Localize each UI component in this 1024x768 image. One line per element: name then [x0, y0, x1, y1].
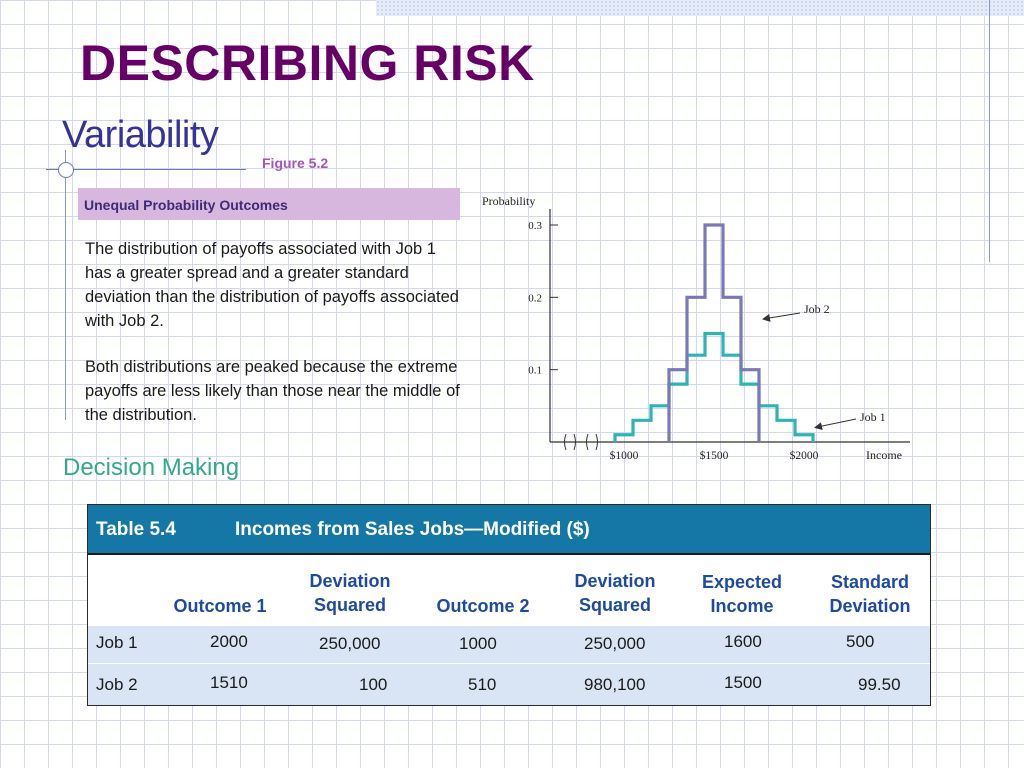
section-decision-making: Decision Making: [63, 454, 240, 481]
table-header-bar: Table 5.4 Incomes from Sales Jobs—Modifi…: [88, 505, 930, 553]
cell-job2-dev-sq-1: 100: [359, 675, 388, 694]
col-header-deviation-squared-2: Deviation Squared: [574, 571, 656, 615]
cell-job2-dev-sq-2: 980,100: [584, 675, 646, 694]
cell-job2-expected-income: 1500: [724, 673, 762, 692]
y-tick-label: 0.1: [528, 365, 542, 377]
x-tick-label: $2000: [790, 449, 819, 462]
series-line-job-1: [613, 331, 815, 442]
cell-job1-dev-sq-2: 250,000: [584, 634, 646, 653]
job-1-arrow: [814, 418, 857, 431]
subtitle-underline: [46, 169, 246, 170]
axis-break-icon: [564, 433, 598, 451]
row-separator: [88, 663, 930, 664]
x-tick-label: $1500: [700, 449, 729, 462]
cell-job1-expected-income: 1600: [724, 632, 762, 651]
slide-subtitle: Variability: [62, 114, 219, 156]
col-header-outcome-1: Outcome 1: [173, 596, 267, 616]
job-2-arrow: [762, 312, 801, 322]
incomes-table: Table 5.4 Incomes from Sales Jobs—Modifi…: [87, 504, 931, 706]
header-pattern-band: [376, 0, 1024, 16]
table-row: [88, 664, 930, 705]
bullet-circle-icon: [58, 162, 74, 178]
body-paragraph-2: Both distributions are peaked because th…: [85, 358, 460, 424]
cell-job1-outcome2: 1000: [459, 634, 497, 653]
decorative-vertical-rule: [65, 150, 66, 420]
section-header-box: [78, 188, 460, 220]
table-header-rule: [88, 553, 930, 555]
job-1-label: Job 1: [860, 410, 886, 424]
cell-job2-outcome2: 510: [468, 675, 497, 694]
x-tick-label: $1000: [610, 449, 639, 462]
y-axis-label: Probability: [482, 194, 535, 208]
y-tick-label: 0.2: [528, 292, 542, 304]
table-row: [88, 626, 930, 663]
col-header-outcome-2: Outcome 2: [436, 596, 530, 616]
col-header-standard-deviation: Standard Deviation: [829, 572, 911, 616]
col-header-deviation-squared-1: Deviation Squared: [309, 571, 391, 615]
row-label-job-2: Job 2: [96, 675, 138, 694]
cell-job1-outcome1: 2000: [210, 632, 248, 651]
row-label-job-1: Job 1: [96, 633, 138, 652]
figure-label: Figure 5.2: [262, 155, 329, 171]
cell-job1-dev-sq-1: 250,000: [319, 634, 381, 653]
table-title: Incomes from Sales Jobs—Modified ($): [235, 519, 590, 540]
body-paragraph-1: The distribution of payoffs associated w…: [85, 240, 459, 330]
table-number: Table 5.4: [96, 519, 176, 540]
chart-svg: Probability Income 0.1 0.2 0.3 $1000 $1500 $200…: [482, 194, 910, 462]
section-header-title: Unequal Probability Outcomes: [84, 197, 288, 213]
cell-job2-std-dev: 99.50: [858, 675, 901, 694]
probability-distribution-chart: Probability Income 0.1 0.2 0.3 $1000 $1500 $200…: [470, 185, 940, 475]
cell-job2-outcome1: 1510: [210, 673, 248, 692]
decorative-line: [989, 0, 990, 262]
cell-job1-std-dev: 500: [846, 632, 875, 651]
series-line-job-2: [667, 223, 761, 442]
job-2-label: Job 2: [804, 302, 830, 316]
col-header-expected-income: Expected Income: [701, 572, 783, 616]
y-tick-label: 0.3: [528, 220, 542, 232]
slide-title: DESCRIBING RISK: [80, 35, 535, 91]
x-axis-label: Income: [866, 448, 902, 462]
